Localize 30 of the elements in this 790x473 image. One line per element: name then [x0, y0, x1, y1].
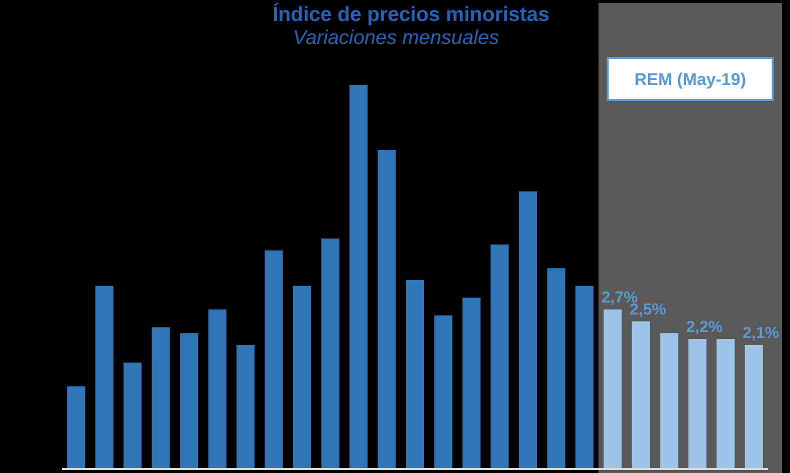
bar: [518, 191, 537, 469]
bar: [434, 315, 452, 469]
chart-title: Índice de precios minoristas: [272, 2, 550, 26]
bar: [293, 286, 312, 469]
bar: [208, 309, 226, 469]
bar: [604, 309, 622, 469]
data-label: 2,1%: [742, 324, 780, 342]
bar: [349, 85, 368, 469]
bar: [152, 327, 170, 469]
data-label: 2,2%: [686, 319, 723, 336]
bar: [660, 333, 678, 469]
bar: [547, 268, 566, 469]
bar: [490, 244, 509, 469]
bar: [744, 344, 763, 469]
bar: [406, 280, 424, 469]
bar: [462, 298, 481, 469]
bar: [264, 250, 283, 469]
bar: [575, 286, 594, 469]
bar: [321, 238, 340, 469]
bar: [180, 333, 198, 469]
bar: [378, 150, 396, 469]
bar: [716, 339, 735, 469]
bar: [236, 344, 255, 469]
annotation: REM (May-19): [634, 70, 746, 89]
bar: [67, 386, 86, 469]
bar: [632, 321, 650, 469]
bar: [124, 362, 142, 469]
chart-subtitle: Variaciones mensuales: [292, 27, 500, 49]
bar: [688, 339, 706, 469]
bar: [95, 286, 114, 469]
